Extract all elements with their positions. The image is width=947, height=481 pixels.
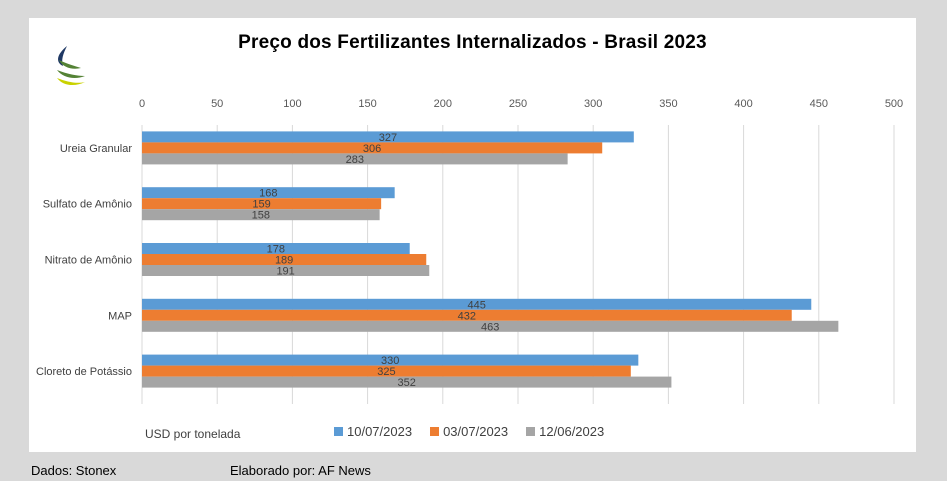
legend-item: 10/07/2023 (334, 424, 412, 439)
x-tick-label: 50 (211, 98, 223, 110)
data-label: 189 (275, 255, 293, 267)
data-label: 327 (379, 132, 397, 144)
x-tick-label: 500 (885, 98, 903, 110)
legend-label: 12/06/2023 (539, 424, 605, 439)
data-label: 158 (252, 210, 270, 222)
data-label: 168 (259, 188, 277, 200)
data-label: 283 (346, 154, 364, 166)
data-label: 306 (363, 143, 381, 155)
legend-item: 03/07/2023 (430, 424, 508, 439)
bar (142, 298, 812, 310)
unit-label: USD por tonelada (145, 427, 241, 441)
bar (142, 131, 634, 143)
footer-author: Elaborado por: AF News (230, 463, 371, 478)
bar (142, 187, 395, 199)
x-tick-label: 100 (283, 98, 301, 110)
footer-source: Dados: Stonex (31, 463, 117, 478)
x-tick-label: 250 (509, 98, 527, 110)
data-label: 330 (381, 355, 399, 367)
data-label: 445 (467, 299, 485, 311)
data-label: 159 (252, 199, 270, 211)
bar (142, 309, 792, 321)
legend-swatch (526, 427, 536, 436)
legend-label: 10/07/2023 (347, 424, 413, 439)
bar (142, 265, 430, 276)
data-label: 463 (481, 321, 499, 333)
bar-chart: 0 50 100 150 200 250 300 350 400 450 500 Ureia Gran… (36, 98, 903, 404)
data-label: 352 (398, 377, 416, 389)
leaf-logo-icon (57, 46, 85, 86)
legend-swatch (334, 427, 343, 436)
bar (142, 153, 568, 165)
x-tick-label: 150 (358, 98, 376, 110)
category-label: Cloreto de Potássio (36, 366, 132, 378)
bar (142, 198, 382, 210)
bar (142, 254, 427, 265)
category-label: Ureia Granular (60, 143, 132, 155)
legend-item: 12/06/2023 (526, 424, 604, 439)
bar (142, 320, 839, 332)
legend-swatch (430, 427, 440, 436)
bar (142, 142, 603, 154)
x-tick-label: 0 (139, 98, 145, 110)
x-tick-label: 200 (434, 98, 452, 110)
x-tick-label: 300 (584, 98, 602, 110)
category-label: Sulfato de Amônio (43, 199, 132, 211)
legend: 10/07/2023 03/07/2023 12/06/2023 (334, 424, 604, 439)
data-label: 178 (267, 244, 285, 256)
chart-title: Preço dos Fertilizantes Internalizados -… (238, 32, 707, 53)
bar (142, 376, 672, 388)
bar (142, 365, 631, 377)
legend-label: 03/07/2023 (443, 424, 509, 439)
category-label: MAP (108, 310, 132, 322)
x-tick-label: 450 (810, 98, 828, 110)
data-label: 191 (276, 266, 294, 278)
category-label: Nitrato de Amônio (45, 255, 132, 267)
x-tick-label: 400 (734, 98, 752, 110)
bar (142, 243, 410, 254)
chart-card: 0 50 100 150 200 250 300 350 400 450 500 Ureia Gran… (29, 18, 916, 452)
bar (142, 354, 639, 366)
data-label: 325 (377, 366, 395, 378)
data-label: 432 (458, 310, 476, 322)
x-tick-label: 350 (659, 98, 677, 110)
bar (142, 209, 380, 221)
